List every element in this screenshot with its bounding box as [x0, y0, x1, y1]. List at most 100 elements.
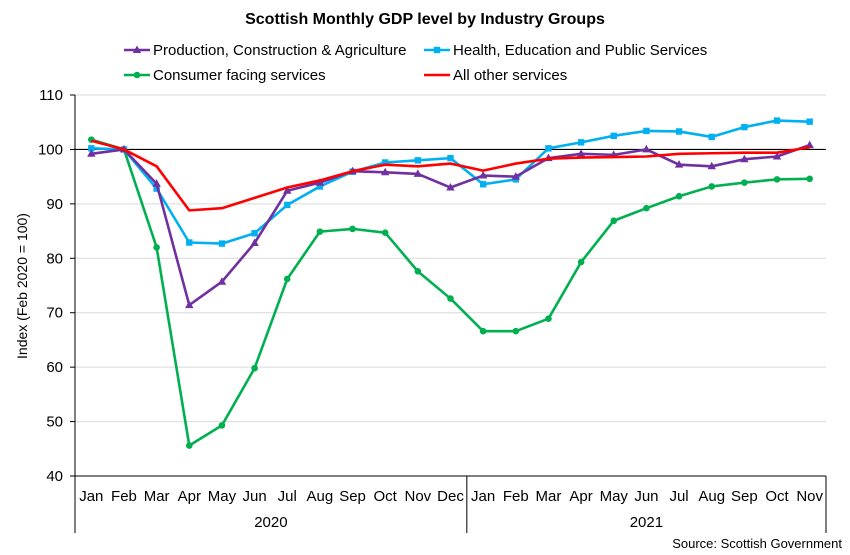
x-tick-label: Aug	[307, 488, 334, 505]
data-point	[413, 169, 423, 177]
data-point	[218, 422, 226, 429]
legend-label: Production, Construction & Agriculture	[153, 42, 406, 59]
x-tick-label: May	[600, 488, 629, 505]
data-point	[642, 144, 651, 153]
data-point	[740, 154, 749, 163]
data-point	[772, 152, 782, 160]
x-tick-label: Jun	[242, 488, 266, 505]
data-point	[447, 154, 454, 162]
x-tick-label: Nov	[405, 488, 432, 505]
data-point	[545, 145, 552, 152]
x-tick-label: Dec	[437, 488, 464, 505]
y-axis-title: Index (Feb 2020 = 100)	[14, 213, 30, 359]
y-tick-label: 110	[39, 87, 63, 104]
series-lines	[87, 117, 814, 449]
data-point	[133, 71, 141, 79]
x-tick-label: Jul	[669, 488, 688, 505]
source-note: Source: Scottish Government	[672, 536, 842, 551]
legend-entry: All other services	[424, 67, 567, 84]
x-tick-label: Feb	[503, 488, 529, 505]
legend: Production, Construction & Agriculture He…	[124, 42, 707, 84]
x-tick-label: Jun	[634, 488, 658, 505]
data-point	[250, 238, 259, 247]
x-tick-label: Aug	[698, 488, 725, 505]
data-point	[447, 295, 454, 302]
x-tick-label: Oct	[374, 488, 398, 505]
data-point	[708, 133, 715, 141]
data-point	[675, 192, 683, 200]
legend-entry: Consumer facing services	[124, 67, 326, 84]
series-3	[90, 139, 810, 212]
data-point	[643, 204, 650, 212]
x-tick-label: Apr	[178, 488, 201, 505]
data-point	[805, 140, 814, 149]
data-point	[251, 364, 258, 372]
data-point	[316, 183, 324, 190]
x-tick-label: Feb	[111, 488, 137, 505]
x-tick-label: Jan	[471, 488, 495, 505]
data-point	[380, 167, 390, 176]
data-point	[185, 300, 194, 309]
y-tick-label: 70	[46, 305, 63, 322]
x-tick-label: Mar	[144, 488, 170, 505]
data-point	[316, 228, 324, 235]
y-tick-label: 50	[46, 414, 63, 431]
data-point	[88, 145, 95, 152]
data-point	[675, 128, 683, 135]
data-point	[152, 179, 161, 187]
x-tick-label: Jan	[79, 488, 103, 505]
data-point	[773, 176, 781, 183]
data-point	[707, 161, 716, 170]
data-point	[643, 127, 650, 135]
series-line	[91, 119, 810, 245]
legend-entry: Health, Education and Public Services	[424, 42, 707, 59]
data-point	[283, 275, 291, 283]
data-point	[433, 46, 441, 54]
data-point	[512, 327, 520, 335]
y-tick-label: 80	[46, 250, 63, 267]
data-point	[610, 217, 618, 225]
data-point	[741, 123, 748, 131]
series-line	[90, 139, 810, 212]
data-point	[153, 244, 160, 251]
data-point	[577, 139, 585, 146]
series-0	[87, 140, 814, 309]
data-point	[381, 229, 389, 237]
x-tick-labels: Jan Feb Mar Apr May Jun Jul Aug Sep Oct Nov Dec Jan F…	[79, 488, 823, 531]
data-point	[217, 277, 227, 285]
data-point	[414, 157, 422, 164]
series-2	[88, 136, 813, 449]
data-point	[479, 181, 487, 188]
data-point	[284, 201, 291, 209]
data-point	[610, 132, 617, 140]
year-label: 2020	[254, 514, 287, 531]
data-point	[741, 179, 748, 186]
data-point	[251, 230, 258, 237]
data-point	[87, 149, 96, 157]
series-1	[88, 117, 813, 247]
y-tick-labels: 40 50 60 70 80 90 100 110	[38, 87, 63, 485]
data-point	[674, 160, 684, 168]
data-point	[315, 178, 325, 186]
y-tick-label: 40	[46, 468, 63, 485]
y-tick-label: 90	[46, 196, 63, 213]
data-point	[478, 171, 488, 179]
x-tick-label: Oct	[765, 488, 789, 505]
legend-label: Health, Education and Public Services	[453, 42, 707, 59]
data-point	[773, 117, 781, 124]
data-point	[446, 183, 455, 191]
series-line	[91, 143, 811, 307]
data-point	[479, 327, 487, 335]
x-tick-label: Mar	[536, 488, 562, 505]
legend-label: Consumer facing services	[153, 67, 326, 84]
data-point	[414, 268, 422, 275]
data-point	[218, 240, 226, 247]
axes	[70, 94, 827, 533]
x-tick-label: Apr	[569, 488, 592, 505]
data-point	[283, 186, 292, 194]
data-point	[576, 149, 586, 157]
x-tick-label: Sep	[731, 488, 758, 505]
data-point	[806, 175, 813, 183]
data-point	[185, 442, 193, 449]
